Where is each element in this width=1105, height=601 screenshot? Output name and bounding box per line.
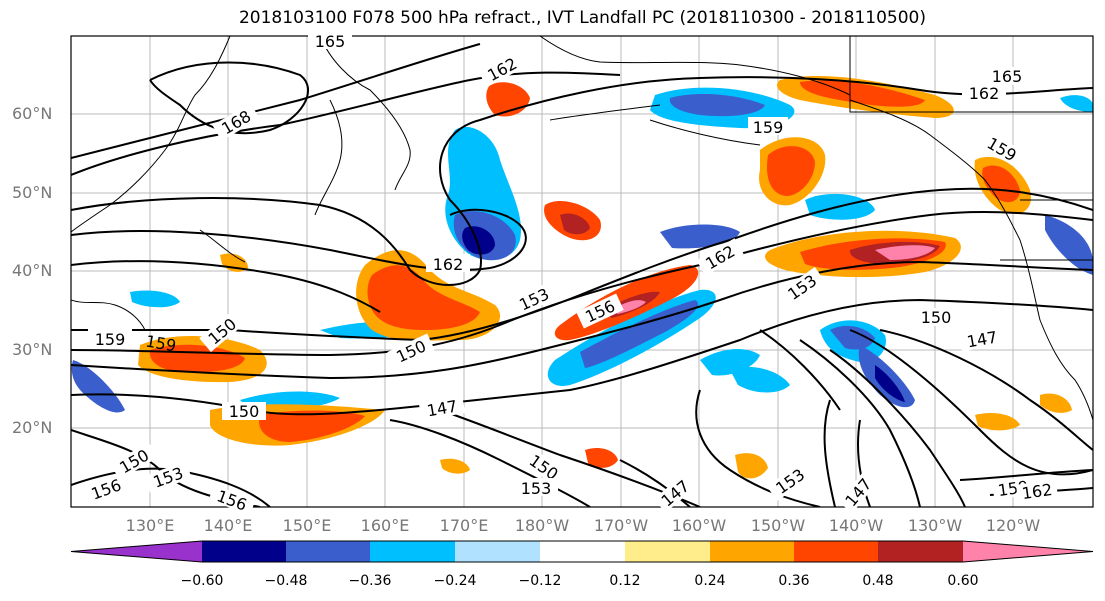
- lat-label-20n: 20°N: [12, 418, 53, 437]
- contour-label: 153: [521, 479, 552, 498]
- colorbar-segment: [540, 541, 625, 562]
- colorbar-segment: [710, 541, 794, 562]
- coastlines: [71, 36, 1093, 421]
- contour-label: 162: [969, 84, 1000, 103]
- lon-label: 170°W: [593, 516, 649, 535]
- lat-label-60n: 60°N: [12, 104, 53, 123]
- colorbar-tick-label: 0.12: [609, 573, 641, 589]
- lon-label: 150°E: [282, 516, 332, 535]
- colorbar-segment: [963, 541, 1093, 562]
- colorbar-tick-label: −0.60: [180, 573, 224, 589]
- lon-label: 140°E: [203, 516, 253, 535]
- lat-label-40n: 40°N: [12, 261, 53, 280]
- colorbar-tick-label: 0.48: [862, 573, 894, 589]
- lon-label: 130°E: [125, 516, 175, 535]
- lon-label: 160°E: [360, 516, 410, 535]
- colorbar-segment: [370, 541, 455, 562]
- contour-label: 150: [921, 308, 952, 327]
- colorbar-segment: [794, 541, 878, 562]
- colorbar-tick-label: 0.24: [694, 573, 726, 589]
- lon-label: 180°W: [514, 516, 570, 535]
- lon-label: 120°W: [985, 516, 1041, 535]
- lat-label-50n: 50°N: [12, 183, 53, 202]
- colorbar: [70, 540, 1094, 563]
- map-frame: [70, 35, 1094, 508]
- contour-label: 159: [753, 118, 784, 137]
- lon-label: 150°W: [750, 516, 806, 535]
- contour-label: 165: [315, 32, 346, 51]
- lon-label: 160°W: [671, 516, 727, 535]
- shading-positive: [138, 75, 1072, 479]
- contour-label: 165: [992, 67, 1023, 86]
- lon-label: 130°W: [907, 516, 963, 535]
- contour-label: 150: [229, 402, 260, 421]
- contour-label: 162: [433, 255, 464, 274]
- colorbar-outline: [70, 540, 1094, 563]
- map-title: 2018103100 F078 500 hPa refract., IVT La…: [238, 8, 926, 28]
- colorbar-segment: [625, 541, 710, 562]
- lon-label: 140°W: [828, 516, 884, 535]
- lon-label: 170°E: [439, 516, 489, 535]
- colorbar-segment: [455, 541, 540, 562]
- colorbar-tick-label: −0.12: [518, 573, 562, 589]
- colorbar-segment: [286, 541, 370, 562]
- colorbar-tick-label: 0.60: [947, 573, 979, 589]
- colorbar-tick-label: 0.36: [778, 573, 810, 589]
- contour-label: 162: [1021, 480, 1054, 503]
- lat-label-30n: 30°N: [12, 340, 53, 359]
- colorbar-tick-label: −0.48: [264, 573, 308, 589]
- colorbar-tick-label: −0.24: [433, 573, 477, 589]
- contour-label: 159: [95, 330, 126, 349]
- colorbar-segment: [202, 541, 286, 562]
- colorbar-segment: [71, 541, 202, 562]
- colorbar-segment: [878, 541, 963, 562]
- colorbar-tick-label: −0.36: [348, 573, 392, 589]
